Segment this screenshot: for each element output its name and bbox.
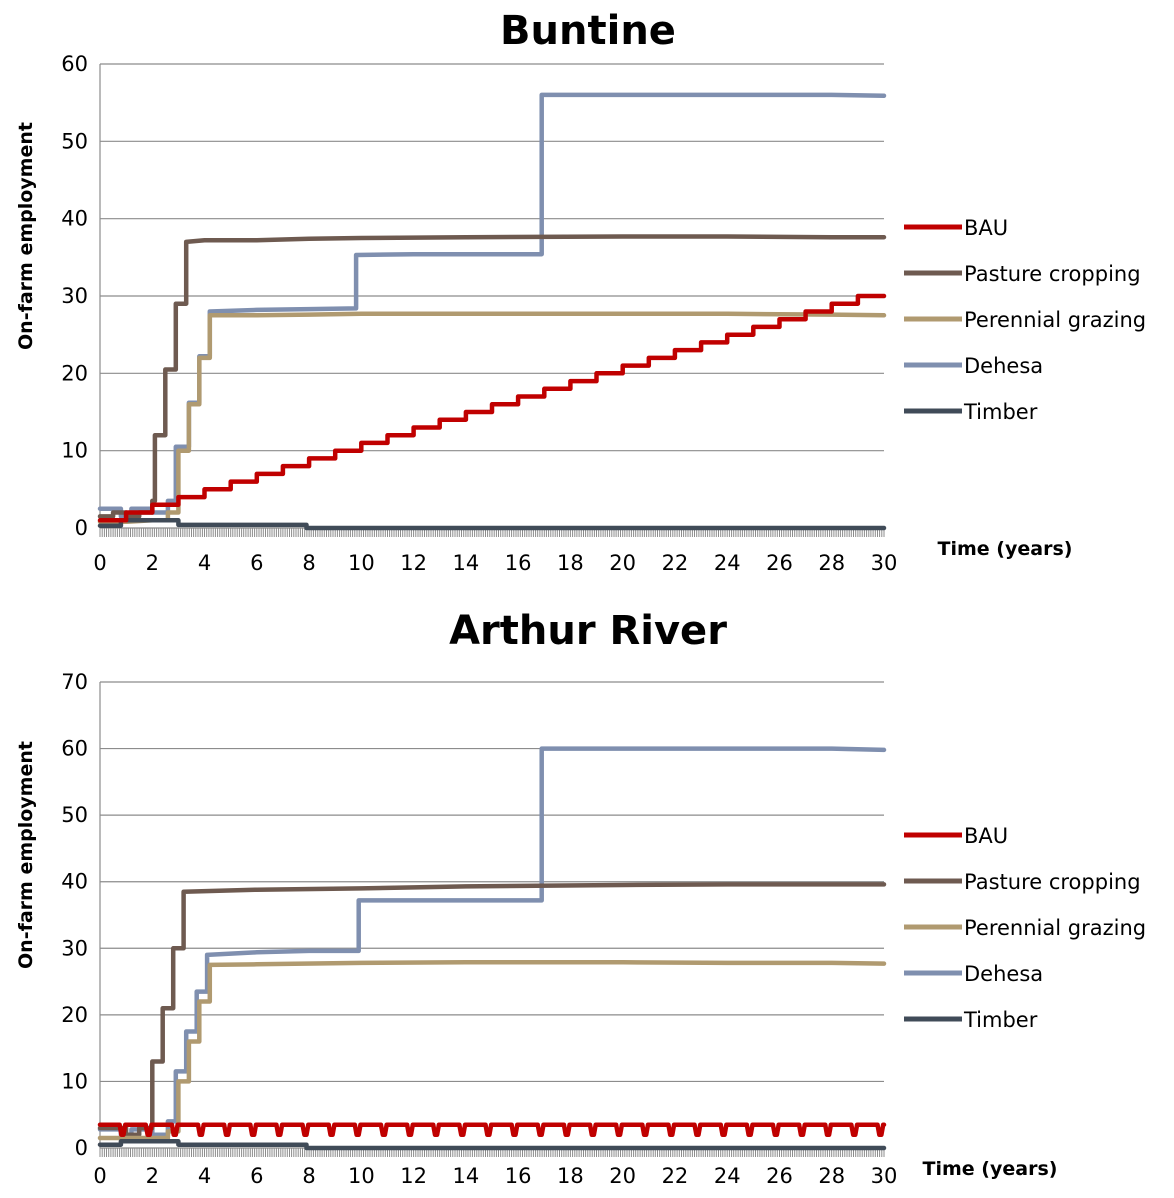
x-tick-label: 10 <box>348 1164 375 1188</box>
y-tick-label: 0 <box>75 1136 88 1160</box>
x-axis-title: Time (years) <box>938 538 1073 560</box>
x-tick-label: 8 <box>302 1164 315 1188</box>
legend-label-bau: BAU <box>964 824 1008 848</box>
chart-title: Buntine <box>500 8 676 54</box>
x-tick-label: 30 <box>871 1164 898 1188</box>
x-tick-label: 10 <box>348 551 375 575</box>
x-tick-label: 26 <box>766 551 793 575</box>
x-tick-label: 8 <box>302 551 315 575</box>
x-tick-label: 12 <box>400 1164 427 1188</box>
legend-label-timber: Timber <box>963 1008 1038 1032</box>
x-tick-label: 6 <box>250 1164 263 1188</box>
x-tick-label: 24 <box>714 551 741 575</box>
legend-label-dehesa: Dehesa <box>964 354 1043 378</box>
y-tick-label: 60 <box>61 52 88 76</box>
legend-label-pasture-cropping: Pasture cropping <box>964 262 1141 286</box>
x-tick-label: 14 <box>452 1164 479 1188</box>
y-tick-label: 40 <box>61 870 88 894</box>
series-line-perennial-grazing <box>97 960 887 1141</box>
y-tick-label: 60 <box>61 737 88 761</box>
y-tick-label: 20 <box>61 1003 88 1027</box>
x-axis-minor-ticks <box>99 1148 885 1157</box>
x-tick-label: 28 <box>818 1164 845 1188</box>
legend-label-pasture-cropping: Pasture cropping <box>964 870 1141 894</box>
series-line-timber <box>97 518 887 531</box>
y-tick-label: 20 <box>61 361 88 385</box>
y-tick-label: 50 <box>61 803 88 827</box>
x-tick-label: 26 <box>766 1164 793 1188</box>
x-tick-label: 4 <box>198 551 211 575</box>
y-tick-label: 70 <box>61 670 88 694</box>
legend-label-perennial-grazing: Perennial grazing <box>964 308 1146 332</box>
chart-title: Arthur River <box>449 608 727 654</box>
y-axis-title: On-farm employment <box>15 741 37 969</box>
legend-label-timber: Timber <box>963 400 1038 424</box>
y-tick-label: 40 <box>61 207 88 231</box>
x-tick-label: 16 <box>505 551 532 575</box>
x-tick-label: 6 <box>250 551 263 575</box>
y-tick-label: 10 <box>61 1069 88 1093</box>
y-tick-label: 10 <box>61 439 88 463</box>
x-tick-label: 24 <box>714 1164 741 1188</box>
legend-label-perennial-grazing: Perennial grazing <box>964 916 1146 940</box>
x-tick-label: 2 <box>146 551 159 575</box>
x-tick-label: 0 <box>93 1164 106 1188</box>
x-tick-label: 2 <box>146 1164 159 1188</box>
y-tick-label: 50 <box>61 129 88 153</box>
x-axis-minor-ticks <box>99 528 885 537</box>
x-tick-label: 22 <box>662 551 689 575</box>
x-tick-label: 4 <box>198 1164 211 1188</box>
x-tick-label: 18 <box>557 551 584 575</box>
x-tick-label: 22 <box>662 1164 689 1188</box>
legend-label-dehesa: Dehesa <box>964 962 1043 986</box>
y-tick-label: 30 <box>61 936 88 960</box>
series-line-bau <box>97 293 887 523</box>
x-tick-label: 20 <box>609 1164 636 1188</box>
x-tick-label: 28 <box>818 551 845 575</box>
x-tick-label: 20 <box>609 551 636 575</box>
legend-label-bau: BAU <box>964 216 1008 240</box>
series-line-pasture-cropping <box>97 882 887 1137</box>
y-tick-label: 0 <box>75 516 88 540</box>
x-tick-label: 0 <box>93 551 106 575</box>
series-line-perennial-grazing <box>97 311 887 525</box>
x-tick-label: 18 <box>557 1164 584 1188</box>
y-axis-title: On-farm employment <box>15 122 37 350</box>
x-tick-label: 14 <box>452 551 479 575</box>
x-tick-label: 16 <box>505 1164 532 1188</box>
x-axis-title: Time (years) <box>923 1158 1058 1180</box>
x-tick-label: 30 <box>871 551 898 575</box>
x-tick-label: 12 <box>400 551 427 575</box>
y-tick-label: 30 <box>61 284 88 308</box>
series-line-timber <box>97 1139 887 1151</box>
series-line-bau <box>97 1122 887 1137</box>
